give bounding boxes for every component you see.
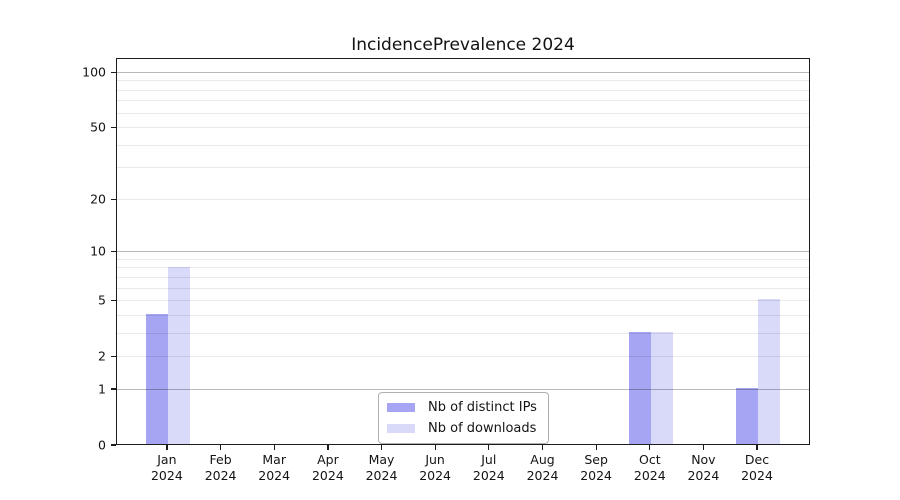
y-tick: [111, 355, 116, 357]
gridline-major: [116, 71, 809, 73]
gridline-major: [116, 251, 809, 252]
y-tick-label: 50: [90, 119, 106, 135]
gridline-minor: [116, 144, 809, 146]
x-tick: [488, 445, 490, 450]
y-tick-label: 10: [90, 243, 106, 259]
bar-distinct-ips-jan: [145, 314, 168, 444]
x-tick: [166, 445, 168, 450]
legend-label-downloads: Nb of downloads: [428, 421, 537, 436]
x-tick: [649, 445, 651, 450]
x-tick-label-oct: Oct 2024: [633, 452, 666, 483]
bar-distinct-ips-dec: [736, 388, 759, 444]
x-tick: [380, 445, 383, 450]
gridline-major: [116, 388, 809, 390]
gridline-minor: [116, 314, 809, 316]
gridline-minor: [116, 356, 809, 357]
x-tick: [702, 445, 705, 450]
y-tick: [111, 250, 116, 252]
y-tick-label: 0: [98, 437, 106, 453]
bar-downloads-jan: [167, 266, 190, 444]
y-tick-label: 5: [98, 292, 106, 308]
gridline-minor: [116, 198, 809, 200]
gridline-minor: [116, 112, 809, 114]
gridline-minor: [116, 258, 809, 260]
gridline-minor: [116, 80, 809, 82]
legend-swatch-downloads: [387, 423, 415, 434]
legend: Nb of distinct IPs Nb of downloads: [378, 392, 549, 444]
x-tick: [273, 445, 275, 450]
gridline-minor: [116, 276, 809, 278]
gridline-minor: [116, 100, 809, 102]
x-tick: [541, 445, 544, 450]
x-tick-label-apr: Apr 2024: [311, 452, 344, 483]
x-tick: [327, 445, 329, 450]
y-tick: [111, 299, 116, 301]
x-tick-label-jan: Jan 2024: [150, 452, 183, 483]
gridline-minor: [116, 167, 809, 169]
x-tick-label-may: May 2024: [365, 452, 398, 483]
bar-downloads-oct: [650, 332, 673, 444]
x-tick: [434, 445, 436, 450]
plot-area: [115, 57, 810, 445]
legend-item-downloads: Nb of downloads: [387, 421, 537, 436]
legend-swatch-distinct-ips: [387, 402, 415, 413]
gridline-minor: [116, 332, 809, 334]
y-tick: [111, 444, 116, 446]
gridline-minor: [116, 300, 809, 301]
gridline-minor: [116, 89, 809, 91]
gridline-minor: [116, 267, 809, 269]
y-tick-label: 1: [98, 381, 106, 397]
x-tick: [220, 445, 222, 450]
y-tick-label: 2: [98, 348, 106, 364]
y-tick: [111, 126, 116, 129]
gridline-minor: [116, 127, 809, 129]
x-tick-label-aug: Aug 2024: [526, 452, 559, 483]
x-tick: [595, 445, 597, 450]
legend-label-distinct-ips: Nb of distinct IPs: [428, 400, 537, 415]
legend-item-distinct-ips: Nb of distinct IPs: [387, 400, 537, 415]
x-tick-label-mar: Mar 2024: [258, 452, 291, 483]
x-tick-label-dec: Dec 2024: [741, 452, 773, 483]
bar-downloads-dec: [758, 299, 781, 444]
y-tick-label: 20: [90, 191, 106, 207]
y-tick: [111, 71, 116, 73]
chart-title: IncidencePrevalence 2024: [351, 35, 575, 55]
y-tick: [111, 388, 116, 390]
x-tick-label-sep: Sep 2024: [580, 452, 612, 483]
y-tick: [111, 198, 116, 200]
x-tick: [756, 445, 758, 450]
gridline-minor: [116, 287, 809, 289]
x-tick-label-jun: Jun 2024: [419, 452, 451, 483]
y-tick-label: 100: [82, 64, 106, 80]
x-tick-label-feb: Feb 2024: [204, 452, 237, 483]
x-tick-label-nov: Nov 2024: [687, 452, 720, 483]
bar-distinct-ips-oct: [628, 332, 651, 444]
x-tick-label-jul: Jul 2024: [472, 452, 505, 483]
